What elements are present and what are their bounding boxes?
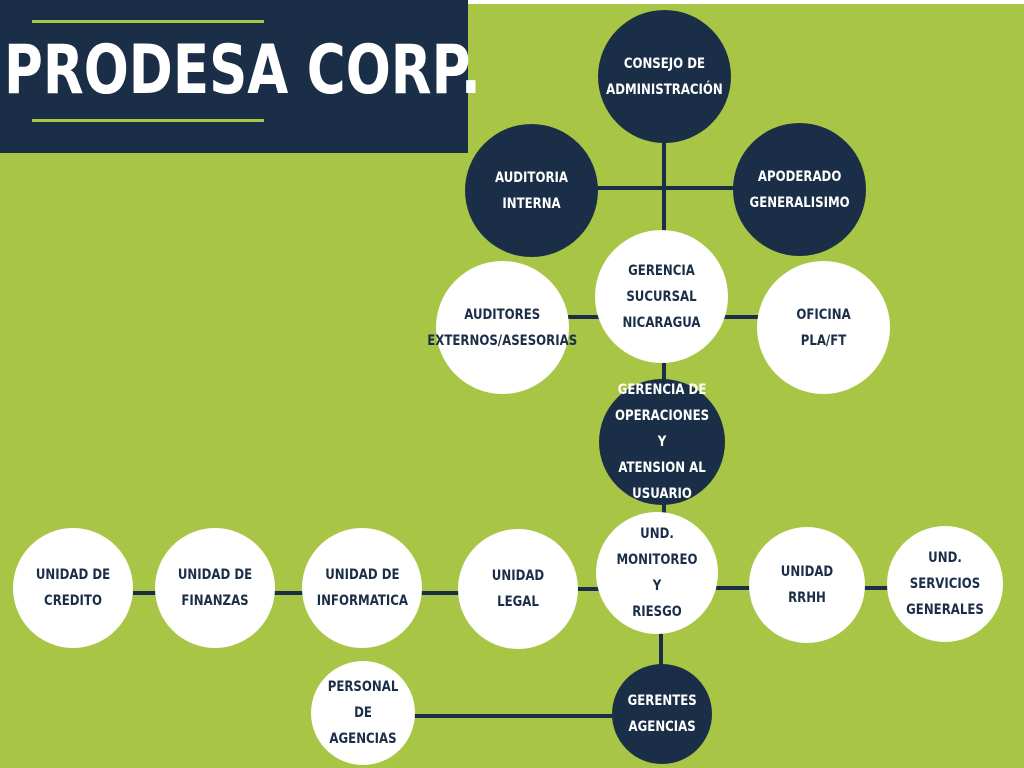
node-label: APODERADO GENERALISIMO [749, 168, 850, 211]
node-label: UNIDAD DE FINANZAS [177, 567, 253, 609]
node-monitoreo-y-riesgo: UND. MONITOREO Y RIESGO [596, 512, 718, 634]
node-apoderado-generalisimo: APODERADO GENERALISIMO [733, 123, 866, 256]
node-label: AUDITORIA INTERNA [494, 169, 568, 212]
node-gerentes-agencias: GERENTES AGENCIAS [612, 664, 712, 764]
node-label: PERSONAL DE AGENCIAS [327, 679, 399, 747]
node-servicios-generales: UND. SERVICIOS GENERALES [887, 526, 1003, 642]
node-unidad-de-credito: UNIDAD DE CREDITO [13, 528, 133, 648]
node-personal-de-agencias: PERSONAL DE AGENCIAS [311, 661, 415, 765]
node-gerencia-sucursal-nicaragua: GERENCIA SUCURSAL NICARAGUA [595, 230, 728, 363]
node-label: UNIDAD LEGAL [491, 568, 545, 610]
node-label: CONSEJO DE ADMINISTRACIÓN [606, 55, 723, 98]
node-label: UNIDAD DE CREDITO [35, 567, 111, 609]
node-label: UND. SERVICIOS GENERALES [906, 550, 984, 618]
node-oficina-pla-ft: OFICINA PLA/FT [757, 261, 890, 394]
node-auditoria-interna: AUDITORIA INTERNA [465, 124, 598, 257]
node-unidad-legal: UNIDAD LEGAL [458, 529, 578, 649]
node-label: GERENCIA DE OPERACIONES Y ATENSION AL US… [614, 382, 710, 502]
node-label: UNIDAD RRHH [780, 564, 834, 606]
node-gerencia-de-operaciones: GERENCIA DE OPERACIONES Y ATENSION AL US… [599, 379, 725, 505]
node-unidad-de-informatica: UNIDAD DE INFORMATICA [302, 528, 422, 648]
title-rule-bottom [32, 119, 264, 122]
node-auditores-externos: AUDITORES EXTERNOS/ASESORIAS [428, 261, 577, 394]
node-unidad-rrhh: UNIDAD RRHH [749, 527, 865, 643]
node-consejo-de-administracion: CONSEJO DE ADMINISTRACIÓN [598, 10, 731, 143]
node-unidad-de-finanzas: UNIDAD DE FINANZAS [155, 528, 275, 648]
title-rule-top [32, 20, 264, 23]
node-label: GERENCIA SUCURSAL NICARAGUA [622, 262, 701, 331]
node-label: GERENTES AGENCIAS [627, 693, 697, 735]
node-label: AUDITORES EXTERNOS/ASESORIAS [427, 306, 578, 349]
node-label: UNIDAD DE INFORMATICA [316, 567, 408, 609]
node-label: OFICINA PLA/FT [796, 306, 851, 349]
title-panel: PRODESA CORP. [0, 0, 481, 153]
node-label: UND. MONITOREO Y RIESGO [616, 526, 698, 620]
